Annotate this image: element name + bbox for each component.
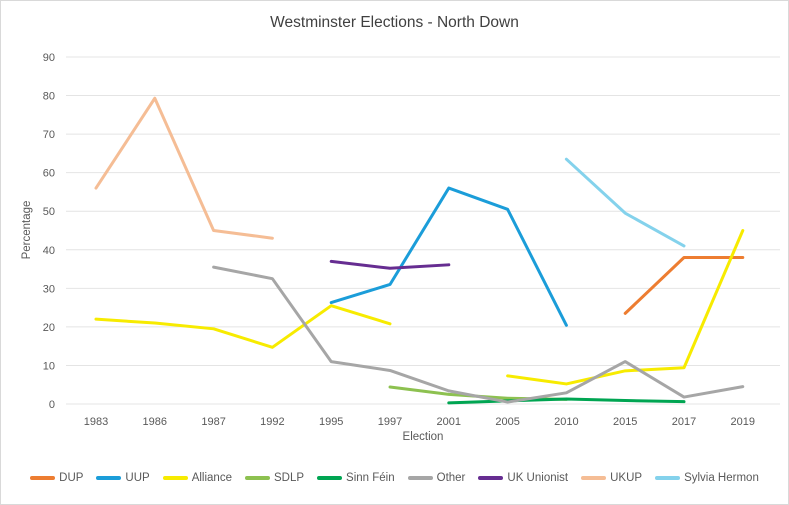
legend-item-sinn-fein: Sinn Féin	[317, 472, 395, 484]
legend-label: UK Unionist	[507, 472, 569, 484]
x-tick-label: 1997	[378, 416, 402, 428]
legend-swatch-other-icon	[407, 476, 433, 480]
y-tick-label: 10	[43, 360, 55, 372]
chart-title: Westminster Elections - North Down	[270, 14, 519, 31]
y-tick-label: 70	[43, 129, 55, 141]
legend-label: UUP	[125, 472, 150, 484]
legend-swatch-uk-unionist-icon	[478, 476, 504, 480]
series-line-alliance	[506, 229, 745, 386]
legend-label: UKUP	[610, 472, 643, 484]
series-line-uk-unionist	[329, 259, 451, 270]
x-tick-label: 1983	[84, 416, 108, 428]
legend-swatch-sylvia-hermon-icon	[655, 476, 681, 480]
x-tick-label: 2005	[495, 416, 519, 428]
x-tick-label: 2019	[731, 416, 755, 428]
x-tick-label: 1986	[143, 416, 167, 428]
y-tick-label: 80	[43, 91, 55, 103]
y-tick-label: 50	[43, 206, 55, 218]
legend-swatch-ukup-icon	[581, 476, 607, 480]
series-line-alliance	[94, 304, 392, 349]
x-tick-label: 2010	[554, 416, 578, 428]
x-axis-title: Election	[402, 431, 444, 443]
series-line-uup	[329, 186, 568, 327]
legend-swatch-dup-icon	[30, 476, 56, 480]
y-tick-label: 40	[43, 245, 55, 257]
legend-label: Other	[436, 472, 466, 484]
legend-swatch-sinn-fein-icon	[317, 476, 343, 480]
x-tick-label: 1995	[319, 416, 343, 428]
x-tick-label: 2017	[672, 416, 696, 428]
legend-swatch-sdlp-icon	[244, 476, 270, 480]
series-line-ukup	[94, 96, 274, 240]
y-tick-label: 30	[43, 283, 55, 295]
series-line-sylvia-hermon	[564, 157, 686, 248]
legend-swatch-uup-icon	[96, 476, 122, 480]
y-tick-label: 0	[49, 399, 55, 411]
x-tick-label: 2001	[437, 416, 461, 428]
x-tick-label: 1987	[201, 416, 225, 428]
legend-item-uup: UUP	[96, 472, 150, 484]
x-tick-label: 2015	[613, 416, 637, 428]
legend-item-ukup: UKUP	[581, 472, 642, 484]
series-line-dup	[623, 255, 745, 315]
legend-label: SDLP	[273, 472, 305, 484]
series-line-sinn-fein	[447, 397, 686, 405]
legend-item-sdlp: SDLP	[244, 472, 305, 484]
legend-swatch-alliance-icon	[162, 476, 188, 480]
y-tick-label: 60	[43, 168, 55, 180]
legend-label: Alliance	[191, 472, 232, 484]
legend-item-alliance: Alliance	[162, 472, 232, 484]
legend-item-sylvia-hermon: Sylvia Hermon	[655, 472, 759, 484]
y-tick-label: 20	[43, 322, 55, 334]
legend: DUP UUP Alliance SDLP Sinn Féin Other UK Union…	[1, 472, 788, 484]
legend-item-other: Other	[407, 472, 466, 484]
legend-item-uk-unionist: UK Unionist	[478, 472, 568, 484]
y-tick-label: 90	[43, 52, 55, 64]
legend-label: Sinn Féin	[346, 472, 395, 484]
series-line-other	[212, 265, 745, 404]
legend-label: Sylvia Hermon	[684, 472, 759, 484]
legend-item-dup: DUP	[30, 472, 83, 484]
x-tick-label: 1992	[260, 416, 284, 428]
legend-label: DUP	[59, 472, 84, 484]
